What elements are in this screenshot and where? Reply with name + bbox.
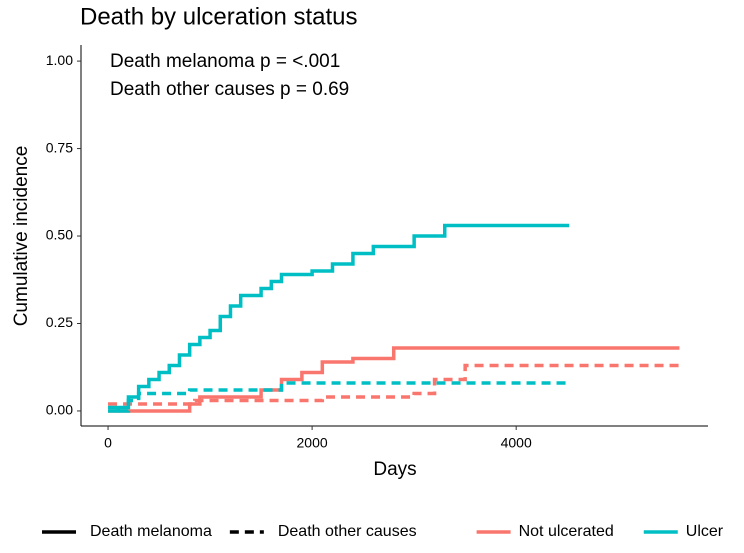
legend-label: Not ulcerated bbox=[519, 523, 614, 540]
chart-title: Death by ulceration status bbox=[80, 3, 358, 30]
step-line bbox=[108, 223, 570, 413]
y-tick-label: 0.00 bbox=[46, 402, 73, 418]
x-tick-label: 2000 bbox=[297, 435, 328, 451]
annotation: Death melanoma p = <.001 bbox=[110, 51, 340, 72]
y-tick-label: 0.50 bbox=[46, 227, 73, 243]
legend-label: Death melanoma bbox=[90, 523, 212, 540]
y-tick-label: 1.00 bbox=[46, 52, 73, 68]
legend-label: Death other causes bbox=[278, 523, 417, 540]
x-tick-label: 0 bbox=[104, 435, 112, 451]
step-line bbox=[108, 346, 680, 413]
y-tick-label: 0.25 bbox=[46, 314, 73, 330]
x-axis-label: Days bbox=[373, 459, 416, 480]
legend-label: Ulcer bbox=[686, 523, 724, 540]
y-axis-label: Cumulative incidence bbox=[11, 146, 32, 327]
x-tick-label: 4000 bbox=[501, 435, 532, 451]
step-line bbox=[108, 381, 570, 413]
annotation: Death other causes p = 0.69 bbox=[110, 79, 349, 100]
step-line bbox=[108, 363, 680, 406]
y-tick-label: 0.75 bbox=[46, 139, 73, 155]
